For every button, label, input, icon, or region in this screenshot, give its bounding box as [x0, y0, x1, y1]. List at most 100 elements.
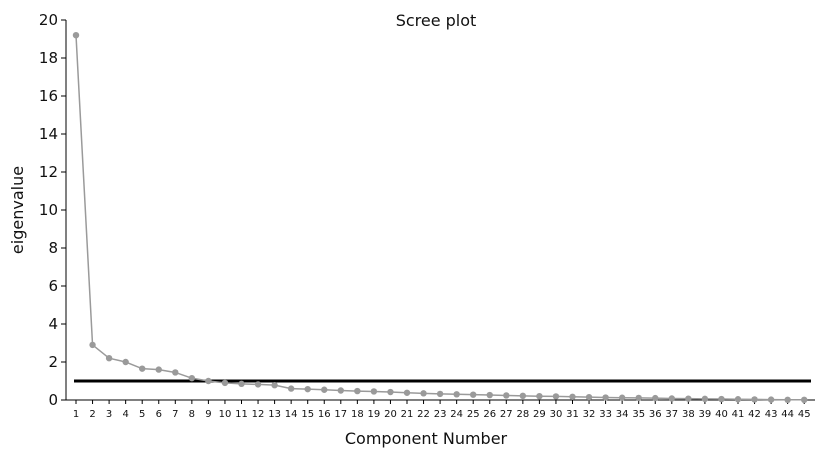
data-point — [403, 389, 411, 396]
series-line — [75, 35, 805, 401]
x-tick-label: 26 — [483, 409, 496, 420]
x-tick-label: 32 — [583, 409, 596, 420]
data-point — [685, 395, 692, 402]
data-point — [420, 390, 427, 397]
x-tick-label: 30 — [550, 409, 563, 420]
data-point — [354, 387, 361, 395]
data-point — [122, 358, 129, 366]
chart-title: Scree plot — [396, 11, 477, 30]
data-point — [205, 377, 212, 385]
data-point — [238, 380, 245, 388]
x-tick-label: 17 — [334, 409, 347, 420]
x-tick-label: 18 — [351, 409, 364, 420]
x-tick-label: 25 — [467, 409, 480, 420]
x-axis-title: Component Number — [345, 429, 508, 448]
x-tick-label: 3 — [106, 409, 112, 420]
data-point — [767, 396, 775, 403]
data-point — [72, 32, 80, 39]
y-tick-label: 20 — [39, 11, 58, 29]
data-point — [536, 393, 543, 400]
data-point — [271, 381, 278, 389]
y-axis-title: eigenvalue — [8, 166, 27, 254]
x-tick-label: 14 — [285, 409, 298, 420]
x-tick-label: 24 — [450, 409, 463, 420]
x-tick-label: 11 — [235, 409, 248, 420]
y-tick-label: 8 — [48, 239, 58, 257]
data-point — [751, 396, 758, 403]
data-point — [304, 385, 311, 393]
x-tick-label: 44 — [781, 409, 794, 420]
x-tick-label: 7 — [172, 409, 178, 420]
x-tick-label: 10 — [219, 409, 232, 420]
y-tick-label: 14 — [39, 125, 58, 143]
y-tick-label: 4 — [48, 315, 58, 333]
data-point — [155, 366, 162, 373]
x-tick-label: 41 — [732, 409, 745, 420]
data-point — [321, 386, 328, 393]
x-tick-label: 31 — [566, 409, 579, 420]
y-tick-label: 10 — [39, 201, 58, 219]
data-point — [105, 355, 113, 362]
x-tick-label: 40 — [715, 409, 728, 420]
x-tick-label: 2 — [89, 409, 95, 420]
data-point — [718, 395, 725, 403]
x-tick-label: 34 — [616, 409, 629, 420]
eigenvalue-series — [72, 32, 808, 404]
data-point — [221, 379, 229, 387]
y-tick-label: 6 — [48, 277, 58, 295]
x-tick-label: 16 — [318, 409, 331, 420]
x-tick-label: 21 — [401, 409, 414, 420]
data-point — [188, 374, 196, 382]
data-point — [453, 391, 460, 398]
x-tick-label: 33 — [599, 409, 612, 420]
data-point — [618, 394, 626, 401]
data-point — [139, 365, 146, 372]
data-point — [503, 392, 510, 399]
x-tick-label: 42 — [748, 409, 761, 420]
x-tick-label: 43 — [765, 409, 778, 420]
x-tick-label: 9 — [205, 409, 211, 420]
x-tick-label: 37 — [665, 409, 678, 420]
x-tick-label: 4 — [122, 409, 128, 420]
x-tick-label: 8 — [189, 409, 195, 420]
data-point — [701, 395, 709, 403]
x-tick-label: 28 — [516, 409, 529, 420]
x-tick-label: 23 — [434, 409, 447, 420]
y-tick-label: 12 — [39, 163, 58, 181]
y-tick-label: 16 — [39, 87, 58, 105]
data-point — [652, 394, 659, 402]
data-point — [602, 394, 609, 401]
data-point — [89, 341, 96, 349]
x-tick-label: 15 — [301, 409, 314, 420]
data-point — [254, 381, 262, 388]
x-tick-label: 27 — [500, 409, 513, 420]
x-axis-ticks: 1 2 3 4 5 6 7 8 9 10 11 12 13 14 15 16 17 18 19 20 21 22 23 24 2… — [73, 400, 811, 420]
x-tick-label: 5 — [139, 409, 145, 420]
data-point — [585, 393, 593, 401]
data-point — [801, 396, 808, 404]
data-point — [387, 388, 394, 396]
x-tick-label: 6 — [156, 409, 162, 420]
data-point — [486, 391, 493, 399]
data-point — [436, 390, 444, 398]
x-tick-label: 38 — [682, 409, 695, 420]
x-tick-label: 1 — [73, 409, 79, 420]
x-tick-label: 13 — [268, 409, 281, 420]
data-point — [668, 395, 675, 402]
x-tick-label: 35 — [632, 409, 645, 420]
x-tick-label: 29 — [533, 409, 546, 420]
data-point — [370, 388, 378, 395]
data-point — [172, 369, 179, 376]
data-point — [635, 394, 642, 402]
x-tick-label: 20 — [384, 409, 397, 420]
data-point — [287, 385, 295, 392]
data-point — [519, 392, 527, 400]
y-tick-label: 18 — [39, 49, 58, 67]
x-tick-label: 36 — [649, 409, 662, 420]
data-point — [569, 393, 576, 400]
data-point — [337, 387, 344, 394]
x-tick-label: 45 — [798, 409, 811, 420]
y-axis-ticks: 0 2 4 6 8 10 12 14 16 18 20 — [39, 11, 66, 409]
data-point — [552, 393, 560, 400]
